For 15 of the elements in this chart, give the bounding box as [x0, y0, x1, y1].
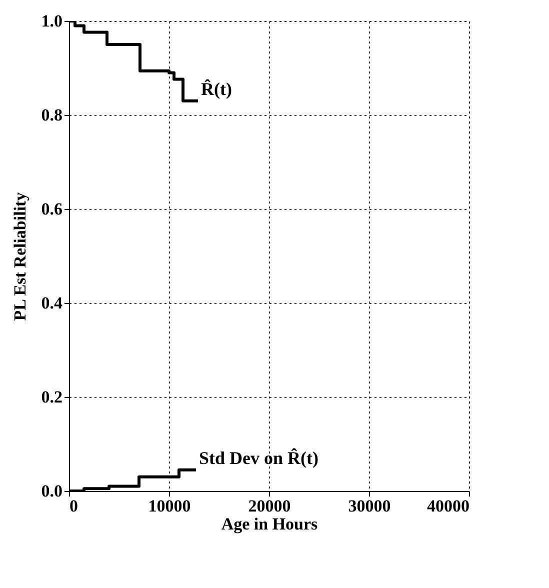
y-axis-title: PL Est Reliability — [10, 192, 30, 321]
x-tick-label: 10000 — [148, 496, 191, 516]
annotation: R̂(t) — [201, 78, 232, 99]
y-tick-label: 1.0 — [41, 12, 62, 30]
y-tick-label: 0.0 — [41, 482, 62, 500]
x-tick-label: 20000 — [248, 496, 291, 516]
x-tick-label: 30000 — [348, 496, 391, 516]
y-tick-label: 0.6 — [41, 200, 62, 218]
y-tick-label: 0.4 — [41, 294, 63, 312]
x-tick-label: 0 — [70, 496, 78, 516]
y-tick-label: 0.8 — [41, 106, 62, 124]
x-axis-title: Age in Hours — [221, 514, 318, 534]
y-tick-label: 0.2 — [41, 388, 62, 406]
x-tick-label: 40000 — [427, 496, 470, 516]
annotation: Std Dev on R̂(t) — [199, 448, 318, 468]
